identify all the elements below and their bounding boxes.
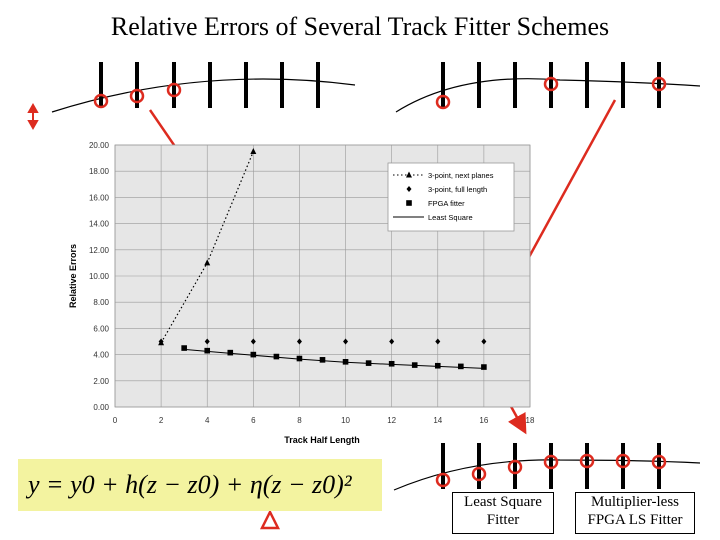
label-line: FPGA LS Fitter <box>587 512 683 528</box>
x-tick-labels: 0 2 4 6 8 10 12 14 16 18 <box>113 416 535 425</box>
data-point <box>319 357 326 363</box>
x-tick-label: 4 <box>205 416 210 425</box>
fit-formula: y = y0 + h(z − z0) + η(z − z0)² <box>18 459 382 511</box>
x-axis-label: Track Half Length <box>284 435 360 445</box>
error-bar-icon <box>27 102 39 131</box>
data-point <box>389 338 395 345</box>
series-1 <box>158 338 487 345</box>
label-line: Multiplier-less <box>590 494 680 510</box>
x-tick-label: 12 <box>387 416 396 425</box>
y-tick-label: 18.00 <box>89 167 110 176</box>
data-point <box>273 353 280 360</box>
data-point <box>204 338 210 345</box>
grid-lines <box>114 144 531 408</box>
y-tick-label: 16.00 <box>89 193 110 202</box>
data-point <box>250 338 256 345</box>
multiplier-less-label: Multiplier-less FPGA LS Fitter <box>575 492 695 534</box>
legend-label: FPGA fitter <box>428 199 465 208</box>
legend-marker <box>406 171 412 178</box>
data-point <box>296 338 302 345</box>
y-tick-label: 6.00 <box>93 324 109 333</box>
track-diagram-bottom <box>393 443 701 491</box>
track-diagram-top-left <box>27 62 356 131</box>
series-3 <box>184 348 484 369</box>
series-layer <box>158 148 487 370</box>
data-point <box>181 345 187 351</box>
y-tick-label: 12.00 <box>89 246 110 255</box>
data-point <box>435 338 441 345</box>
track-diagram-top-right <box>395 62 701 113</box>
data-point <box>434 362 441 369</box>
x-tick-label: 0 <box>113 416 118 425</box>
y-tick-label: 10.00 <box>89 272 110 281</box>
y-tick-labels: 0.00 2.00 4.00 6.00 8.00 10.00 12.00 14.00 16.00… <box>89 141 110 412</box>
y-axis-label: Relative Errors <box>68 244 78 308</box>
slide-title: Relative Errors of Several Track Fitter … <box>110 12 610 41</box>
x-tick-label: 6 <box>251 416 256 425</box>
least-square-label: Least Square Fitter <box>452 492 554 534</box>
label-line: Fitter <box>486 512 520 528</box>
legend-label: Least Square <box>428 213 473 222</box>
track-curve <box>51 78 356 113</box>
data-point <box>250 351 257 358</box>
legend: 3-point, next planes 3-point, full length… <box>387 162 515 232</box>
legend-label: 3-point, full length <box>428 185 487 194</box>
y-tick-label: 14.00 <box>89 220 110 229</box>
y-tick-label: 2.00 <box>93 377 109 386</box>
x-tick-label: 10 <box>341 416 350 425</box>
data-point <box>158 338 164 345</box>
x-tick-label: 16 <box>479 416 488 425</box>
x-tick-label: 18 <box>526 416 535 425</box>
data-point <box>343 338 349 345</box>
data-point <box>458 363 464 370</box>
label-line: Least Square <box>464 494 542 510</box>
series-line <box>184 348 484 369</box>
data-point <box>227 349 234 356</box>
data-point <box>481 364 487 370</box>
y-tick-label: 4.00 <box>93 351 109 360</box>
y-tick-label: 20.00 <box>89 141 110 150</box>
data-point <box>250 148 257 155</box>
data-point <box>296 355 303 362</box>
y-tick-label: 8.00 <box>93 298 109 307</box>
data-point <box>481 338 487 345</box>
legend-marker <box>406 186 412 192</box>
y-tick-label: 0.00 <box>93 403 109 412</box>
data-point <box>204 259 211 266</box>
legend-label: 3-point, next planes <box>428 171 494 180</box>
x-tick-label: 2 <box>159 416 164 425</box>
legend-marker <box>406 200 412 206</box>
triangle-icon <box>259 509 281 530</box>
data-point <box>204 347 211 354</box>
x-tick-label: 8 <box>297 416 302 425</box>
x-tick-label: 14 <box>433 416 442 425</box>
data-point <box>388 360 395 367</box>
